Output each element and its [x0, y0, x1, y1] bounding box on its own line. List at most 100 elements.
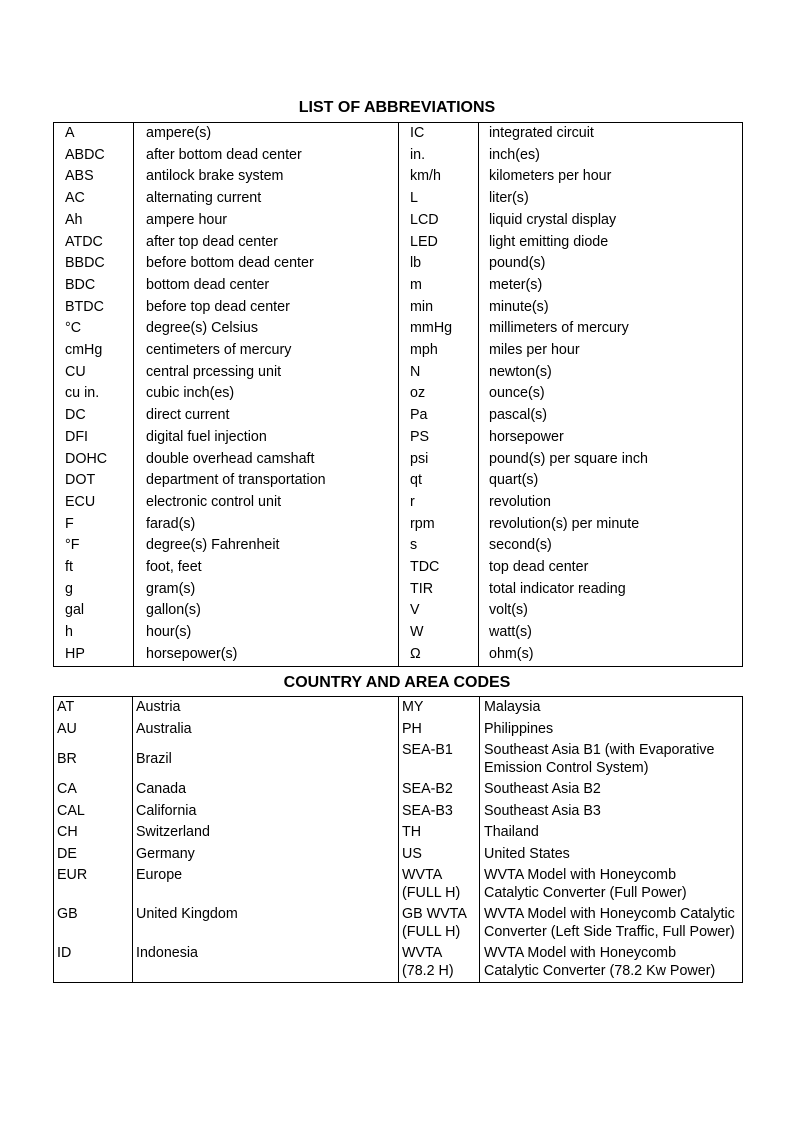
meaning-cell: Southeast Asia B3: [479, 800, 743, 822]
table-row: °C degree(s) Celsius mmHg millimeters of me…: [53, 318, 743, 341]
code-cell: L: [398, 188, 479, 210]
code-cell: cmHg: [53, 340, 134, 362]
code-cell: BDC: [53, 274, 134, 297]
code-cell: ATDC: [53, 231, 134, 254]
meaning-cell: Indonesia: [132, 943, 399, 983]
code-cell: SEA-B1: [398, 740, 480, 779]
meaning-cell: Austria: [132, 696, 399, 719]
meaning-cell: electronic control unit: [133, 491, 399, 514]
meaning-cell: volt(s): [478, 600, 743, 623]
code-cell: r: [398, 491, 479, 514]
meaning-cell: antilock brake system: [133, 166, 399, 189]
meaning-cell: United Kingdom: [132, 904, 399, 943]
code-cell: LED: [398, 231, 479, 254]
meaning-cell: pound(s) per square inch: [478, 448, 743, 471]
code-cell: rpm: [398, 513, 479, 536]
meaning-cell: California: [132, 800, 399, 822]
code-cell: h: [53, 622, 134, 644]
code-cell: GB: [53, 904, 133, 943]
meaning-cell: centimeters of mercury: [133, 340, 399, 362]
code-cell: F: [53, 513, 134, 536]
meaning-cell: pascal(s): [478, 405, 743, 427]
meaning-cell: after bottom dead center: [133, 144, 399, 167]
code-cell: CU: [53, 361, 134, 384]
code-cell: WVTA (78.2 H): [398, 943, 480, 983]
meaning-cell: direct current: [133, 405, 399, 427]
meaning-cell: Southeast Asia B1 (with Evaporative Emis…: [479, 740, 743, 779]
code-cell: mph: [398, 340, 479, 362]
code-cell: ft: [53, 557, 134, 579]
table-row: ABS antilock brake system km/h kilometers p…: [53, 166, 743, 189]
code-cell: ID: [53, 943, 133, 983]
meaning-cell: gram(s): [133, 578, 399, 601]
meaning-cell: ampere hour: [133, 209, 399, 232]
meaning-cell: Europe: [132, 865, 399, 904]
code-cell: ECU: [53, 491, 134, 514]
code-cell: DE: [53, 843, 133, 865]
code-cell: TIR: [398, 578, 479, 601]
table-row: CAL California SEA-B3 Southeast Asia B3: [53, 800, 743, 822]
meaning-cell: revolution(s) per minute: [478, 513, 743, 536]
meaning-cell: Brazil: [132, 740, 399, 779]
table-row: DOHC double overhead camshaft psi pound(s) …: [53, 448, 743, 471]
meaning-cell: United States: [479, 843, 743, 865]
table-row: g gram(s) TIR total indicator reading: [53, 578, 743, 601]
table-row: cmHg centimeters of mercury mph miles per h…: [53, 340, 743, 362]
meaning-cell: light emitting diode: [478, 231, 743, 254]
code-cell: min: [398, 296, 479, 319]
code-cell: AT: [53, 696, 133, 719]
code-cell: CAL: [53, 800, 133, 822]
code-cell: Pa: [398, 405, 479, 427]
code-cell: in.: [398, 144, 479, 167]
code-cell: DOHC: [53, 448, 134, 471]
meaning-cell: degree(s) Celsius: [133, 318, 399, 341]
meaning-cell: alternating current: [133, 188, 399, 210]
code-cell: lb: [398, 253, 479, 275]
meaning-cell: Switzerland: [132, 822, 399, 844]
code-cell: AC: [53, 188, 134, 210]
code-cell: BTDC: [53, 296, 134, 319]
code-cell: qt: [398, 470, 479, 492]
meaning-cell: newton(s): [478, 361, 743, 384]
meaning-cell: cubic inch(es): [133, 383, 399, 406]
meaning-cell: quart(s): [478, 470, 743, 492]
code-cell: gal: [53, 600, 134, 623]
meaning-cell: WVTA Model with Honeycomb Catalytic Conv…: [479, 904, 743, 943]
table-row: BDC bottom dead center m meter(s): [53, 274, 743, 297]
code-cell: s: [398, 535, 479, 558]
meaning-cell: gallon(s): [133, 600, 399, 623]
code-cell: psi: [398, 448, 479, 471]
meaning-cell: hour(s): [133, 622, 399, 644]
code-cell: EUR: [53, 865, 133, 904]
meaning-cell: ampere(s): [133, 122, 399, 145]
meaning-cell: total indicator reading: [478, 578, 743, 601]
code-cell: Ω: [398, 643, 479, 667]
code-cell: °F: [53, 535, 134, 558]
table-row: ID Indonesia WVTA (78.2 H) WVTA Model with …: [53, 943, 743, 983]
meaning-cell: Australia: [132, 718, 399, 740]
code-cell: PS: [398, 426, 479, 449]
meaning-cell: liter(s): [478, 188, 743, 210]
code-cell: DFI: [53, 426, 134, 449]
meaning-cell: liquid crystal display: [478, 209, 743, 232]
table-row: ft foot, feet TDC top dead center: [53, 557, 743, 579]
code-cell: DOT: [53, 470, 134, 492]
meaning-cell: after top dead center: [133, 231, 399, 254]
code-cell: MY: [398, 696, 480, 719]
meaning-cell: department of transportation: [133, 470, 399, 492]
code-cell: km/h: [398, 166, 479, 189]
meaning-cell: Philippines: [479, 718, 743, 740]
table-row: AU Australia PH Philippines: [53, 718, 743, 740]
meaning-cell: millimeters of mercury: [478, 318, 743, 341]
meaning-cell: meter(s): [478, 274, 743, 297]
meaning-cell: revolution: [478, 491, 743, 514]
code-cell: °C: [53, 318, 134, 341]
table-row: °F degree(s) Fahrenheit s second(s): [53, 535, 743, 558]
code-cell: TDC: [398, 557, 479, 579]
